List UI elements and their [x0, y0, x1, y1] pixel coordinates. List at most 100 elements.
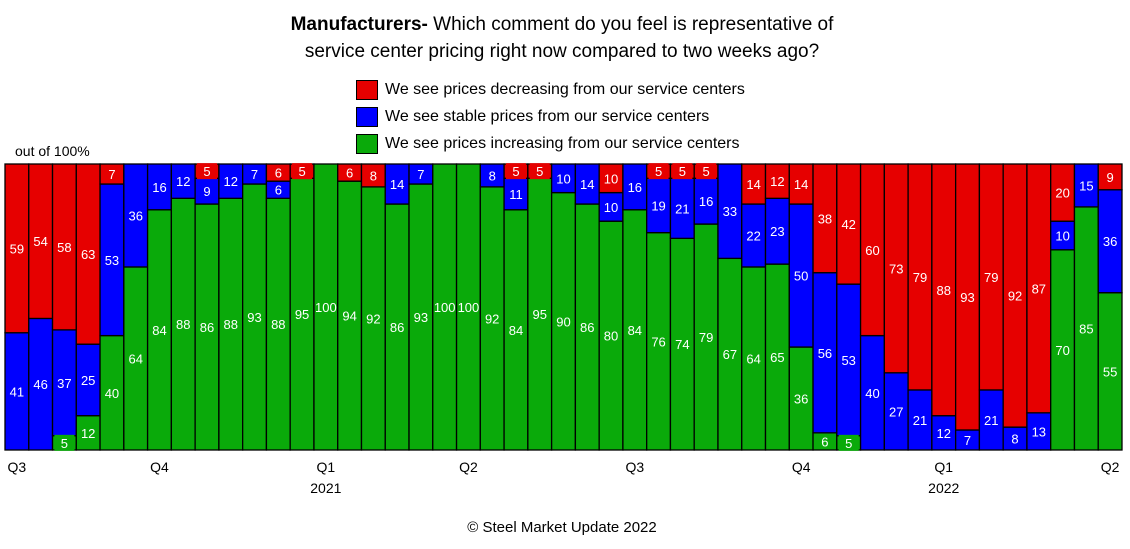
data-label-box	[529, 163, 550, 180]
data-label: 6	[275, 183, 282, 198]
data-label: 88	[937, 283, 951, 298]
data-label: 20	[1055, 186, 1069, 201]
data-label: 60	[865, 243, 879, 258]
data-label-box	[505, 163, 526, 180]
data-label: 41	[10, 384, 24, 399]
data-label: 88	[224, 317, 238, 332]
data-label-box	[838, 434, 859, 451]
data-label: 5	[655, 164, 662, 179]
data-label: 38	[818, 211, 832, 226]
data-label: 65	[770, 350, 784, 365]
data-label: 6	[346, 166, 353, 181]
data-label: 76	[651, 334, 665, 349]
legend-item-decreasing: We see prices decreasing from our servic…	[356, 76, 745, 103]
data-label: 10	[604, 171, 618, 186]
data-label: 6	[275, 166, 282, 181]
data-label: 7	[964, 433, 971, 448]
title-line2: service center pricing right now compare…	[304, 41, 820, 62]
data-label: 88	[176, 317, 190, 332]
x-year-label: 2022	[928, 480, 959, 496]
data-label: 14	[794, 177, 808, 192]
data-label: 59	[10, 241, 24, 256]
title-line1: Which comment do you feel is representat…	[427, 14, 834, 35]
legend-label: We see prices increasing from our servic…	[385, 134, 740, 152]
data-label: 5	[203, 164, 210, 179]
legend-swatch-decreasing	[356, 79, 378, 100]
data-label: 56	[818, 346, 832, 361]
data-label: 53	[841, 353, 855, 368]
data-label: 92	[366, 311, 380, 326]
data-label: 25	[81, 373, 95, 388]
data-label: 8	[370, 168, 377, 183]
title-bold: Manufacturers-	[290, 14, 428, 35]
legend-swatch-increasing	[356, 133, 378, 154]
x-tick-label: Q4	[150, 459, 169, 475]
data-label: 10	[1055, 229, 1069, 244]
data-label: 42	[841, 217, 855, 232]
data-label: 92	[1008, 289, 1022, 304]
data-label: 21	[675, 201, 689, 216]
data-label: 16	[628, 180, 642, 195]
data-label: 5	[61, 436, 68, 451]
data-label: 46	[33, 377, 47, 392]
data-label: 36	[128, 208, 142, 223]
x-tick-label: Q3	[625, 459, 644, 475]
data-label: 54	[33, 234, 47, 249]
data-label: 22	[746, 229, 760, 244]
data-label: 90	[556, 314, 570, 329]
data-label: 79	[984, 270, 998, 285]
data-label: 70	[1055, 343, 1069, 358]
data-label: 5	[679, 164, 686, 179]
data-label: 21	[913, 413, 927, 428]
data-label: 16	[699, 194, 713, 209]
data-label-box	[696, 163, 717, 180]
data-label: 12	[176, 174, 190, 189]
x-tick-label: Q2	[459, 459, 478, 475]
data-label: 88	[271, 317, 285, 332]
data-label: 27	[889, 404, 903, 419]
data-label: 84	[509, 323, 523, 338]
bar-segment	[1097, 163, 1123, 191]
copyright-footer: © Steel Market Update 2022	[467, 519, 657, 536]
x-tick-label: Q2	[1101, 459, 1120, 475]
data-label-box	[197, 163, 218, 180]
data-label: 87	[1032, 281, 1046, 296]
legend-label: We see stable prices from our service ce…	[385, 107, 710, 125]
data-label: 86	[390, 320, 404, 335]
data-label: 100	[434, 300, 456, 315]
data-label: 9	[1106, 170, 1113, 185]
data-label: 79	[913, 270, 927, 285]
y-axis-label: out of 100%	[15, 143, 90, 159]
data-label-box	[648, 163, 669, 180]
legend-swatch-stable	[356, 106, 378, 127]
data-label: 8	[489, 168, 496, 183]
data-label: 12	[770, 174, 784, 189]
data-label: 19	[651, 198, 665, 213]
data-label: 7	[251, 167, 258, 182]
data-label: 14	[580, 177, 594, 192]
data-label: 86	[580, 320, 594, 335]
x-year-label: 2021	[310, 480, 341, 496]
data-label-box	[672, 163, 693, 180]
data-label: 93	[414, 310, 428, 325]
data-label: 55	[1103, 364, 1117, 379]
data-label: 84	[628, 323, 642, 338]
x-tick-label: Q4	[792, 459, 811, 475]
data-label: 36	[1103, 234, 1117, 249]
data-label: 58	[57, 240, 71, 255]
data-label: 84	[152, 323, 166, 338]
data-label: 10	[604, 200, 618, 215]
data-label: 5	[845, 436, 852, 451]
legend-item-increasing: We see prices increasing from our servic…	[356, 130, 745, 157]
data-label: 40	[105, 386, 119, 401]
data-label: 85	[1079, 321, 1093, 336]
data-label: 5	[512, 164, 519, 179]
data-label: 14	[390, 177, 404, 192]
data-label: 64	[128, 351, 142, 366]
data-label: 100	[315, 300, 337, 315]
data-label: 11	[509, 187, 523, 202]
data-label: 9	[203, 184, 210, 199]
data-label: 33	[723, 204, 737, 219]
data-label: 79	[699, 330, 713, 345]
